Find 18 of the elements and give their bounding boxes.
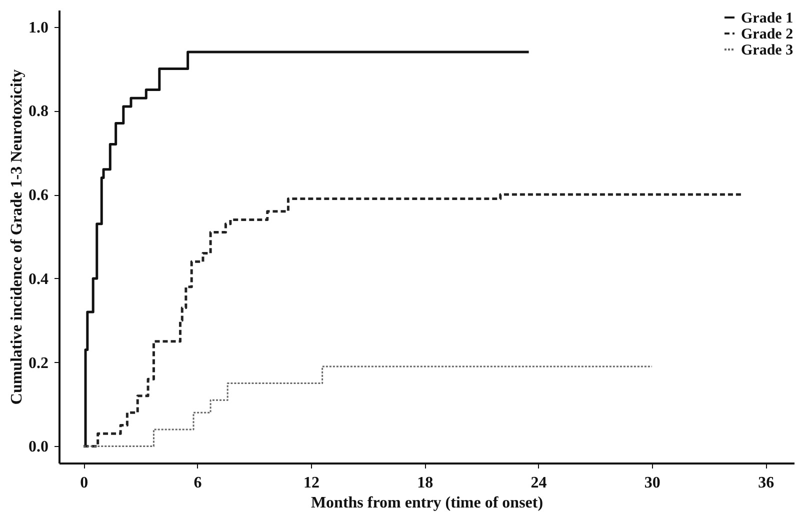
x-tick-label: 18	[417, 474, 434, 492]
y-tick-label: 1.0	[28, 19, 48, 36]
y-tick-label: 0.2	[28, 354, 48, 372]
x-tick-label: 30	[644, 474, 660, 492]
y-axis-title: Cumulative incidence of Grade 1-3 Neurotoxicity	[8, 69, 26, 405]
x-tick-label: 24	[530, 474, 547, 492]
y-tick-label: 0.0	[28, 438, 48, 456]
legend-label: Grade 2	[741, 26, 794, 42]
y-tick-label: 0.6	[28, 187, 48, 204]
legend-label: Grade 3	[741, 42, 794, 58]
x-tick-label: 36	[758, 474, 774, 492]
x-axis-title: Months from entry (time of onset)	[310, 494, 544, 512]
y-tick-label: 0.8	[28, 103, 48, 120]
x-tick-label: 0	[80, 474, 88, 492]
y-tick-label: 0.4	[28, 270, 48, 288]
x-tick-label: 12	[303, 474, 320, 492]
x-tick-label: 6	[194, 474, 202, 492]
legend-label: Grade 1	[741, 10, 794, 26]
